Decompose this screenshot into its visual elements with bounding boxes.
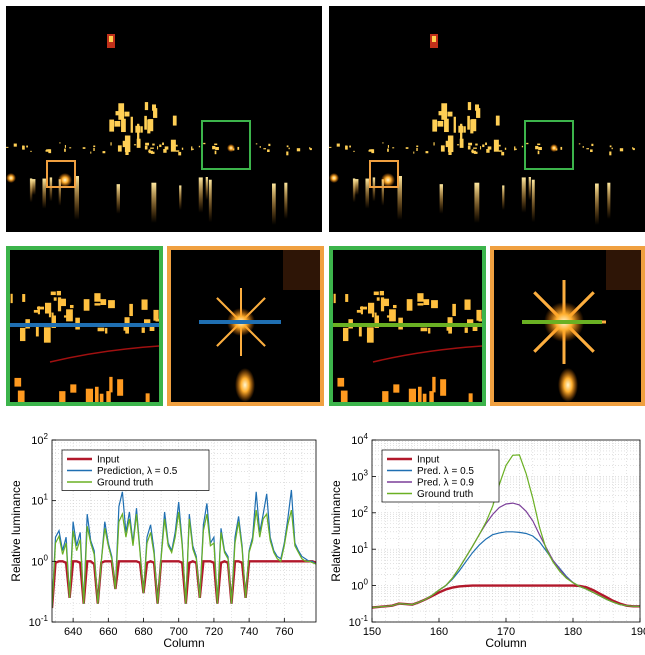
legend-entry: Prediction, λ = 0.5 [97, 466, 178, 477]
left-green-crop [6, 246, 163, 406]
x-tick-label: 700 [170, 626, 188, 638]
x-tick-label: 180 [564, 626, 582, 638]
y-tick-label: 100 [31, 553, 48, 568]
legend-entry: Pred. λ = 0.5 [417, 466, 474, 477]
x-tick-label: 160 [430, 626, 448, 638]
luminance-chart-left: 10-1 100 101 102 640 660 680 700 720 740 760 Column… [9, 432, 317, 650]
right-orange-roi-box [369, 160, 399, 188]
crop-image [171, 250, 320, 402]
left-hdr-scene [6, 6, 322, 232]
y-tick-label: 10-1 [349, 614, 369, 629]
x-tick-label: 150 [363, 626, 381, 638]
scene-lights [329, 34, 635, 225]
y-tick-label: 10-1 [29, 614, 49, 629]
right-green-roi-box [524, 120, 574, 170]
crop-image [10, 250, 159, 402]
left-green-roi-box [201, 120, 251, 170]
y-tick-label: 102 [351, 505, 368, 520]
crop-image [333, 250, 482, 402]
legend-entry: Input [97, 455, 119, 466]
x-tick-label: 170 [497, 626, 515, 638]
x-axis-label: Column [485, 636, 526, 650]
y-axis-label: Relative luminance [9, 480, 23, 582]
scene-lights [6, 34, 312, 225]
x-tick-label: 190 [631, 626, 645, 638]
y-tick-label: 100 [351, 578, 368, 593]
series-line-ground-truth [52, 509, 316, 609]
right-hdr-scene [329, 6, 645, 232]
right-green-crop [329, 246, 486, 406]
y-tick-label: 104 [351, 432, 368, 447]
luminance-chart-right: 10-1 100 101 102 103 104 150 160 170 180 190 Column… [329, 432, 645, 650]
y-tick-label: 101 [31, 493, 48, 508]
x-tick-label: 660 [99, 626, 117, 638]
legend-entry: Pred. λ = 0.9 [417, 478, 474, 489]
x-tick-label: 760 [275, 626, 293, 638]
grid [371, 440, 641, 623]
y-tick-label: 101 [351, 541, 368, 556]
left-orange-roi-box [46, 160, 76, 188]
y-axis-label: Relative luminance [329, 480, 343, 582]
x-tick-label: 720 [205, 626, 223, 638]
axes-box [51, 439, 317, 623]
x-tick-label: 680 [134, 626, 152, 638]
y-tick-label: 102 [31, 432, 48, 447]
y-tick-label: 103 [351, 468, 368, 483]
legend-entry: Ground truth [417, 489, 473, 500]
series-line-ground-truth [372, 454, 640, 609]
x-tick-label: 640 [64, 626, 82, 638]
right-orange-crop [490, 246, 645, 406]
crop-image [494, 250, 641, 402]
left-orange-crop [167, 246, 324, 406]
legend-entry: Input [417, 455, 439, 466]
x-axis-label: Column [163, 636, 204, 650]
x-tick-label: 740 [240, 626, 258, 638]
legend-entry: Ground truth [97, 478, 153, 489]
